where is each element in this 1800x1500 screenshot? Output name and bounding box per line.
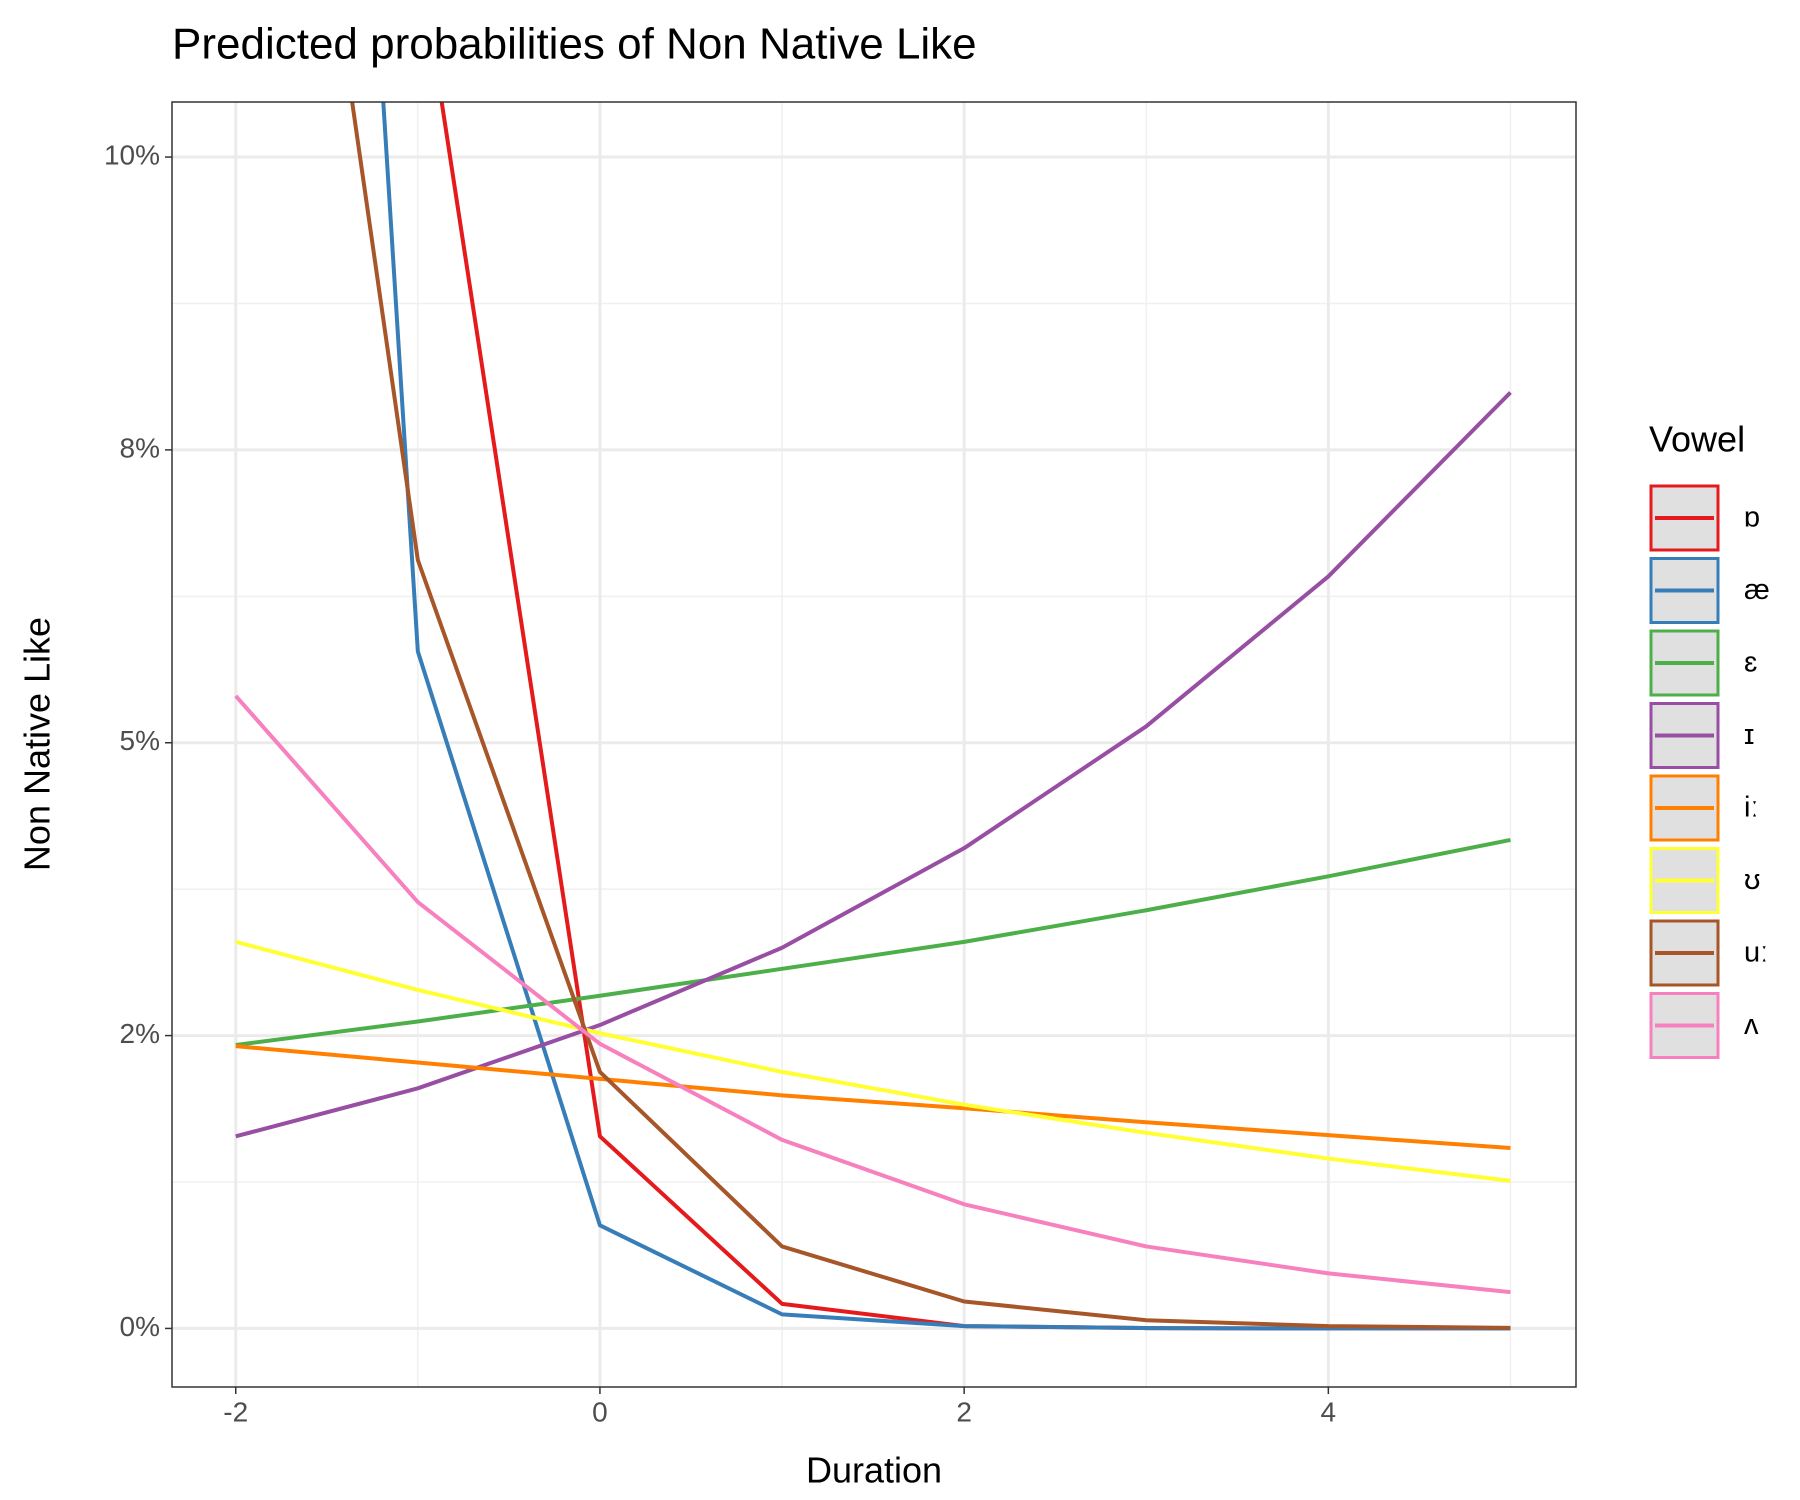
x-tick-label: 0 (592, 1396, 608, 1427)
y-tick-label: 2% (120, 1018, 160, 1049)
legend-label: ɪ (1744, 719, 1754, 751)
plot-border (171, 101, 1577, 1388)
legend-label: æ (1744, 574, 1770, 606)
x-tick-label: 4 (1321, 1396, 1337, 1427)
plot-lines (234, 102, 1512, 1331)
x-axis-title: Duration (806, 1450, 942, 1491)
y-tick-label: 0% (120, 1311, 160, 1342)
legend-label: ʌ (1744, 1009, 1759, 1041)
chart-title: Predicted probabilities of Non Native Li… (172, 20, 977, 69)
x-tick-label: -2 (223, 1396, 248, 1427)
series-line (381, 102, 1511, 1331)
y-axis-title: Non Native Like (17, 617, 58, 871)
series-line (350, 102, 1511, 1330)
legend-label: ʊ (1744, 864, 1760, 896)
y-tick-label: 5% (120, 725, 160, 756)
x-tick-label: 2 (956, 1396, 972, 1427)
series-line (235, 391, 1512, 1139)
legend-label: ɒ (1744, 502, 1760, 534)
series-line (235, 939, 1511, 1183)
y-tick-label: 8% (120, 432, 160, 463)
legend-label: ɛ (1744, 647, 1757, 679)
y-tick-label: 10% (104, 139, 160, 170)
series-line (234, 694, 1511, 1295)
legend-label: uː (1744, 937, 1768, 969)
series-line (235, 1044, 1511, 1151)
series-line (235, 838, 1511, 1047)
legend-label: iː (1744, 792, 1759, 824)
legend-title: Vowel (1649, 419, 1745, 460)
